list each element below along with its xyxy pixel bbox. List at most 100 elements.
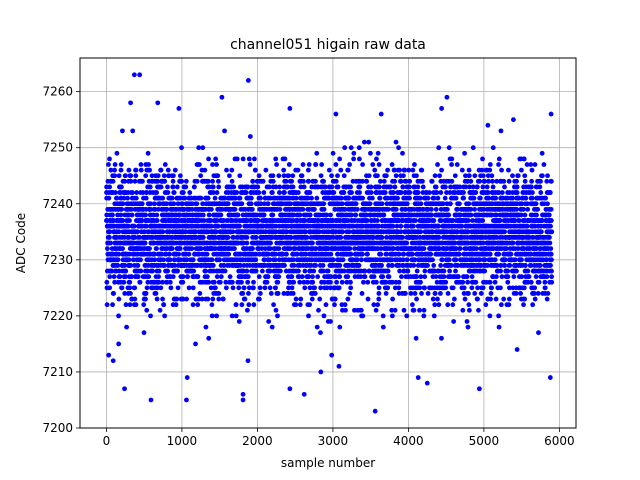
data-point <box>406 167 412 173</box>
data-point <box>224 167 229 173</box>
data-point <box>398 223 404 229</box>
data-point <box>296 268 301 274</box>
data-point <box>108 240 113 246</box>
data-point <box>235 212 241 218</box>
data-point <box>406 184 412 190</box>
data-point <box>379 263 385 268</box>
data-point <box>116 296 122 302</box>
data-point <box>148 313 153 319</box>
data-point <box>107 156 112 162</box>
data-point <box>240 156 246 162</box>
data-point <box>248 201 254 207</box>
data-point <box>325 268 331 274</box>
data-point <box>396 279 402 285</box>
data-point <box>469 285 475 291</box>
data-point <box>179 178 185 184</box>
data-point <box>404 313 410 319</box>
data-point <box>417 285 423 291</box>
data-point <box>277 184 283 190</box>
data-point <box>380 313 386 319</box>
data-point <box>386 274 392 280</box>
data-point <box>450 302 456 308</box>
data-point <box>229 178 235 184</box>
data-point <box>170 173 176 179</box>
data-point <box>218 212 224 218</box>
data-point <box>170 178 176 184</box>
data-point <box>271 302 276 308</box>
data-point <box>445 302 451 308</box>
data-point <box>339 279 345 285</box>
data-point <box>177 195 183 201</box>
data-point <box>184 296 189 302</box>
data-point <box>267 285 273 291</box>
data-point <box>138 162 144 167</box>
data-point <box>312 206 317 212</box>
data-point <box>145 150 151 156</box>
data-point <box>121 279 127 285</box>
data-point <box>171 190 177 195</box>
data-point <box>216 291 222 296</box>
data-point <box>216 296 222 302</box>
data-point <box>456 274 461 280</box>
data-point <box>397 268 403 274</box>
data-point <box>376 291 382 296</box>
data-point <box>389 162 395 167</box>
data-point <box>160 279 165 285</box>
data-point <box>197 291 203 296</box>
data-point <box>112 167 117 173</box>
data-point <box>125 195 130 201</box>
data-point <box>295 190 301 195</box>
data-point <box>400 234 406 240</box>
data-point <box>217 257 223 263</box>
data-point <box>106 162 111 167</box>
data-point <box>341 190 347 195</box>
data-point <box>276 173 282 179</box>
data-point <box>107 274 113 280</box>
data-point <box>273 307 279 313</box>
data-point <box>315 274 321 280</box>
data-point <box>135 229 141 235</box>
data-point <box>333 178 339 184</box>
data-point <box>336 285 342 291</box>
data-point <box>313 178 318 184</box>
data-point <box>447 201 453 207</box>
data-point <box>269 190 275 195</box>
data-point <box>337 324 343 330</box>
data-point <box>256 173 262 179</box>
data-point <box>418 201 424 207</box>
data-point <box>345 167 351 173</box>
data-point <box>128 178 134 184</box>
data-point <box>200 212 206 218</box>
data-point <box>444 206 450 212</box>
data-point <box>128 291 133 296</box>
data-point <box>472 206 478 212</box>
data-point <box>191 268 197 274</box>
data-point <box>297 302 303 308</box>
data-point <box>307 190 313 195</box>
data-point <box>402 291 408 296</box>
data-point <box>452 173 458 179</box>
data-point <box>138 257 143 263</box>
data-point <box>205 296 211 302</box>
data-point <box>348 285 354 291</box>
data-point <box>223 285 229 291</box>
data-point <box>298 296 304 302</box>
data-point <box>388 184 394 190</box>
data-point <box>361 279 366 285</box>
data-point <box>107 234 112 240</box>
data-point <box>436 302 442 308</box>
data-point <box>453 257 459 263</box>
data-point <box>460 279 466 285</box>
data-point <box>244 307 250 313</box>
data-point <box>295 167 301 173</box>
data-point <box>242 296 248 302</box>
data-point <box>210 178 215 184</box>
data-point <box>203 324 209 330</box>
data-point <box>407 190 413 195</box>
data-point <box>329 173 334 179</box>
data-point <box>253 234 259 240</box>
data-point <box>276 246 282 252</box>
data-point <box>392 307 398 313</box>
data-point <box>381 212 387 218</box>
data-point <box>263 167 269 173</box>
